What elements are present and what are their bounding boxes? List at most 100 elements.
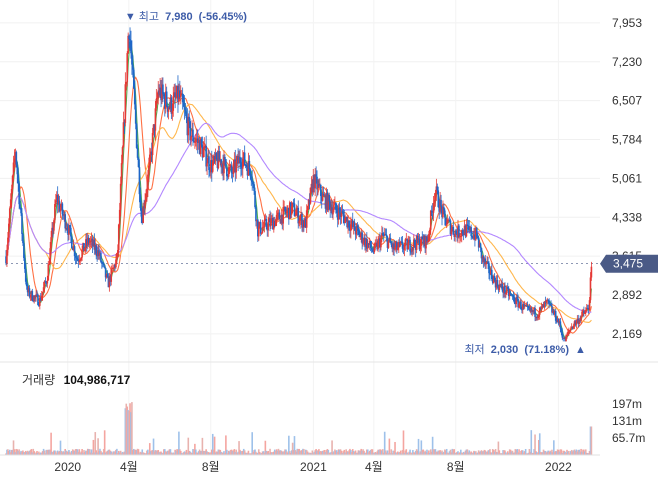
volume-bar xyxy=(250,453,253,455)
candle-body xyxy=(412,247,414,249)
candle-body xyxy=(225,159,227,168)
volume-bar xyxy=(218,449,221,455)
volume-bar xyxy=(215,451,218,455)
candle-body xyxy=(288,207,290,220)
volume-bar xyxy=(55,453,58,455)
volume-bar xyxy=(35,452,37,455)
candle-body xyxy=(330,207,332,211)
volume-bar xyxy=(13,449,16,455)
candle-body xyxy=(382,234,385,236)
volume-bar xyxy=(241,451,243,455)
volume-bar xyxy=(354,450,357,455)
candle-body xyxy=(569,328,572,330)
volume-bar xyxy=(553,440,555,455)
volume-bar xyxy=(32,448,35,455)
candle-body xyxy=(555,320,558,323)
candle-body xyxy=(276,212,279,215)
candle-body xyxy=(482,256,485,262)
candle-body xyxy=(373,243,376,253)
volume-bar xyxy=(188,450,191,455)
candle-body xyxy=(338,207,341,213)
volume-bar xyxy=(129,403,131,455)
candle-body xyxy=(78,260,81,262)
volume-bar xyxy=(117,450,120,455)
volume-bar xyxy=(313,451,316,455)
candle-body xyxy=(96,253,98,257)
volume-bar xyxy=(459,452,461,455)
volume-bar xyxy=(143,452,145,455)
candle-body xyxy=(48,264,51,266)
volume-bar xyxy=(34,453,36,455)
candle-body xyxy=(423,235,425,245)
volume-bar xyxy=(108,449,111,455)
volume-bar xyxy=(305,450,308,455)
candle-body xyxy=(210,160,213,172)
candle-body xyxy=(499,284,502,286)
volume-bar xyxy=(331,440,333,455)
candle-body xyxy=(18,183,20,205)
volume-bar xyxy=(393,450,395,455)
candle-body xyxy=(510,294,513,296)
volume-bar xyxy=(304,449,307,455)
volume-bar xyxy=(486,451,488,455)
candle-body xyxy=(200,139,203,145)
candle-body xyxy=(117,224,120,250)
candle-body xyxy=(356,225,359,228)
volume-bar xyxy=(476,452,479,455)
candle-body xyxy=(463,225,466,236)
volume-bar xyxy=(475,451,477,455)
volume-bar xyxy=(63,452,66,455)
low-up-marker: ▲ xyxy=(575,344,586,356)
candle-body xyxy=(168,107,171,109)
volume-bar xyxy=(348,450,350,455)
candle-body xyxy=(250,176,253,180)
candle-body xyxy=(440,199,442,207)
volume-bar xyxy=(228,451,231,455)
candle-body xyxy=(530,307,533,312)
candle-body xyxy=(27,288,30,293)
volume-bar xyxy=(275,449,278,455)
candle-body xyxy=(364,237,366,247)
candle-body xyxy=(319,184,322,197)
candle-body xyxy=(139,194,142,208)
candle-body xyxy=(271,218,273,220)
candle-body xyxy=(243,152,246,165)
candle-body xyxy=(47,264,50,281)
candle-body xyxy=(584,310,587,313)
candle-body xyxy=(537,316,539,319)
candle-body xyxy=(563,337,565,339)
candle-body xyxy=(171,110,174,114)
candle-body xyxy=(69,225,71,228)
candle-body xyxy=(570,326,573,329)
candle-body xyxy=(404,239,407,245)
candle-body xyxy=(25,281,28,287)
candle-body xyxy=(61,203,64,215)
volume-bar xyxy=(158,452,160,455)
volume-bar xyxy=(39,452,42,455)
candle-body xyxy=(221,163,223,168)
high-annotation: ▼ 최고 7,980 (-56.45%) xyxy=(125,10,247,23)
volume-bar xyxy=(233,449,236,455)
volume-bar xyxy=(539,451,542,455)
candle-body xyxy=(455,230,457,234)
candle-body xyxy=(416,235,419,242)
volume-bar xyxy=(75,449,78,455)
volume-bar xyxy=(480,450,483,455)
volume-tick-label: 131m xyxy=(612,414,642,428)
candle-body xyxy=(83,242,85,251)
candle-body xyxy=(194,141,196,143)
volume-tick-label: 65.7m xyxy=(612,431,645,445)
candle-body xyxy=(20,207,22,214)
volume-bar xyxy=(114,451,116,455)
candle-body xyxy=(368,240,371,245)
volume-bar xyxy=(335,450,338,455)
volume-bar xyxy=(278,450,281,455)
volume-bar xyxy=(125,403,128,455)
volume-bar xyxy=(390,449,393,455)
candle-body xyxy=(477,237,480,248)
candle-body xyxy=(142,206,144,223)
candle-body xyxy=(242,152,245,159)
volume-bars xyxy=(5,402,593,455)
candle-body xyxy=(258,222,261,227)
